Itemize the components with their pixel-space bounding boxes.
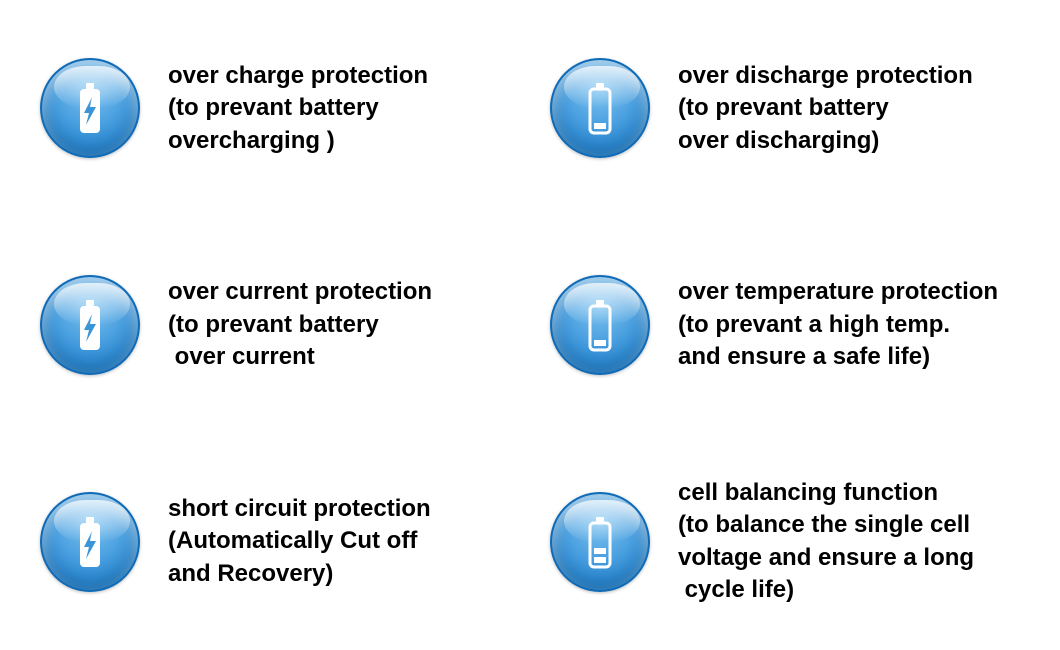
feature-over-temperature: over temperature protection (to prevant …: [550, 247, 1020, 404]
line-1: over current protection: [168, 276, 432, 308]
line-1: over temperature protection: [678, 276, 998, 308]
feature-text: over temperature protection (to prevant …: [678, 276, 998, 373]
line-2: (to prevant a high temp.: [678, 309, 998, 341]
feature-over-discharge: over discharge protection (to prevant ba…: [550, 30, 1020, 187]
feature-text: cell balancing function (to balance the …: [678, 477, 974, 607]
features-grid: over charge protection (to prevant batte…: [40, 30, 1020, 620]
feature-text: over current protection (to prevant batt…: [168, 276, 432, 373]
line-3: over discharging): [678, 125, 973, 157]
battery-low-icon: [550, 275, 650, 375]
line-2: (to prevant battery: [168, 92, 428, 124]
line-1: cell balancing function: [678, 477, 974, 509]
feature-short-circuit: short circuit protection (Automatically …: [40, 463, 510, 620]
feature-cell-balancing: cell balancing function (to balance the …: [550, 463, 1020, 620]
feature-text: short circuit protection (Automatically …: [168, 493, 431, 590]
line-2: (to balance the single cell: [678, 509, 974, 541]
battery-bolt-icon: [40, 492, 140, 592]
line-2: (Automatically Cut off: [168, 525, 431, 557]
line-1: over charge protection: [168, 60, 428, 92]
line-1: short circuit protection: [168, 493, 431, 525]
feature-text: over discharge protection (to prevant ba…: [678, 60, 973, 157]
line-3: over current: [168, 341, 432, 373]
line-3: and Recovery): [168, 558, 431, 590]
feature-over-charge: over charge protection (to prevant batte…: [40, 30, 510, 187]
line-1: over discharge protection: [678, 60, 973, 92]
line-2: (to prevant battery: [678, 92, 973, 124]
battery-low-icon: [550, 58, 650, 158]
feature-text: over charge protection (to prevant batte…: [168, 60, 428, 157]
battery-half-icon: [550, 492, 650, 592]
feature-over-current: over current protection (to prevant batt…: [40, 247, 510, 404]
line-3: overcharging ): [168, 125, 428, 157]
line-4: cycle life): [678, 574, 974, 606]
line-3: voltage and ensure a long: [678, 542, 974, 574]
line-2: (to prevant battery: [168, 309, 432, 341]
line-3: and ensure a safe life): [678, 341, 998, 373]
battery-bolt-icon: [40, 58, 140, 158]
battery-bolt-icon: [40, 275, 140, 375]
